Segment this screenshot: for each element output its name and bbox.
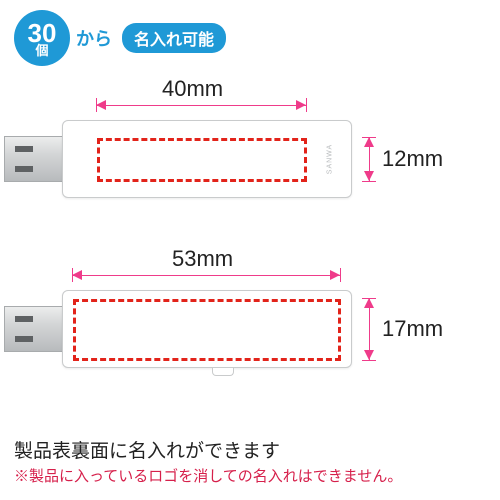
- footer-line1: 製品表裏面に名入れができます: [14, 436, 486, 463]
- naire-pill: 名入れ可能: [122, 23, 226, 53]
- print-area-top: [97, 138, 307, 182]
- qty-unit: 個: [35, 44, 48, 57]
- qty-number: 30: [28, 20, 57, 46]
- slider-notch: [212, 368, 234, 376]
- dim-height-top-label: 12mm: [382, 146, 443, 172]
- footer-line2: ※製品に入っているロゴを消しての名入れはできません。: [14, 465, 486, 486]
- qty-badge: 30 個: [14, 10, 70, 66]
- brand-text: SANWA: [326, 144, 333, 174]
- kara-text: から: [76, 25, 112, 51]
- usb-body-top: SANWA: [62, 120, 352, 198]
- dim-width-top-label: 40mm: [162, 76, 223, 102]
- print-area-bottom: [73, 299, 341, 361]
- usb-plug-bottom: [4, 306, 62, 352]
- usb-plug-top: [4, 136, 62, 182]
- header: 30 個 から 名入れ可能: [14, 10, 226, 66]
- usb-body-bottom: [62, 290, 352, 368]
- footer: 製品表裏面に名入れができます ※製品に入っているロゴを消しての名入れはできません…: [14, 436, 486, 486]
- dim-height-bottom-label: 17mm: [382, 316, 443, 342]
- dim-width-bottom-label: 53mm: [172, 246, 233, 272]
